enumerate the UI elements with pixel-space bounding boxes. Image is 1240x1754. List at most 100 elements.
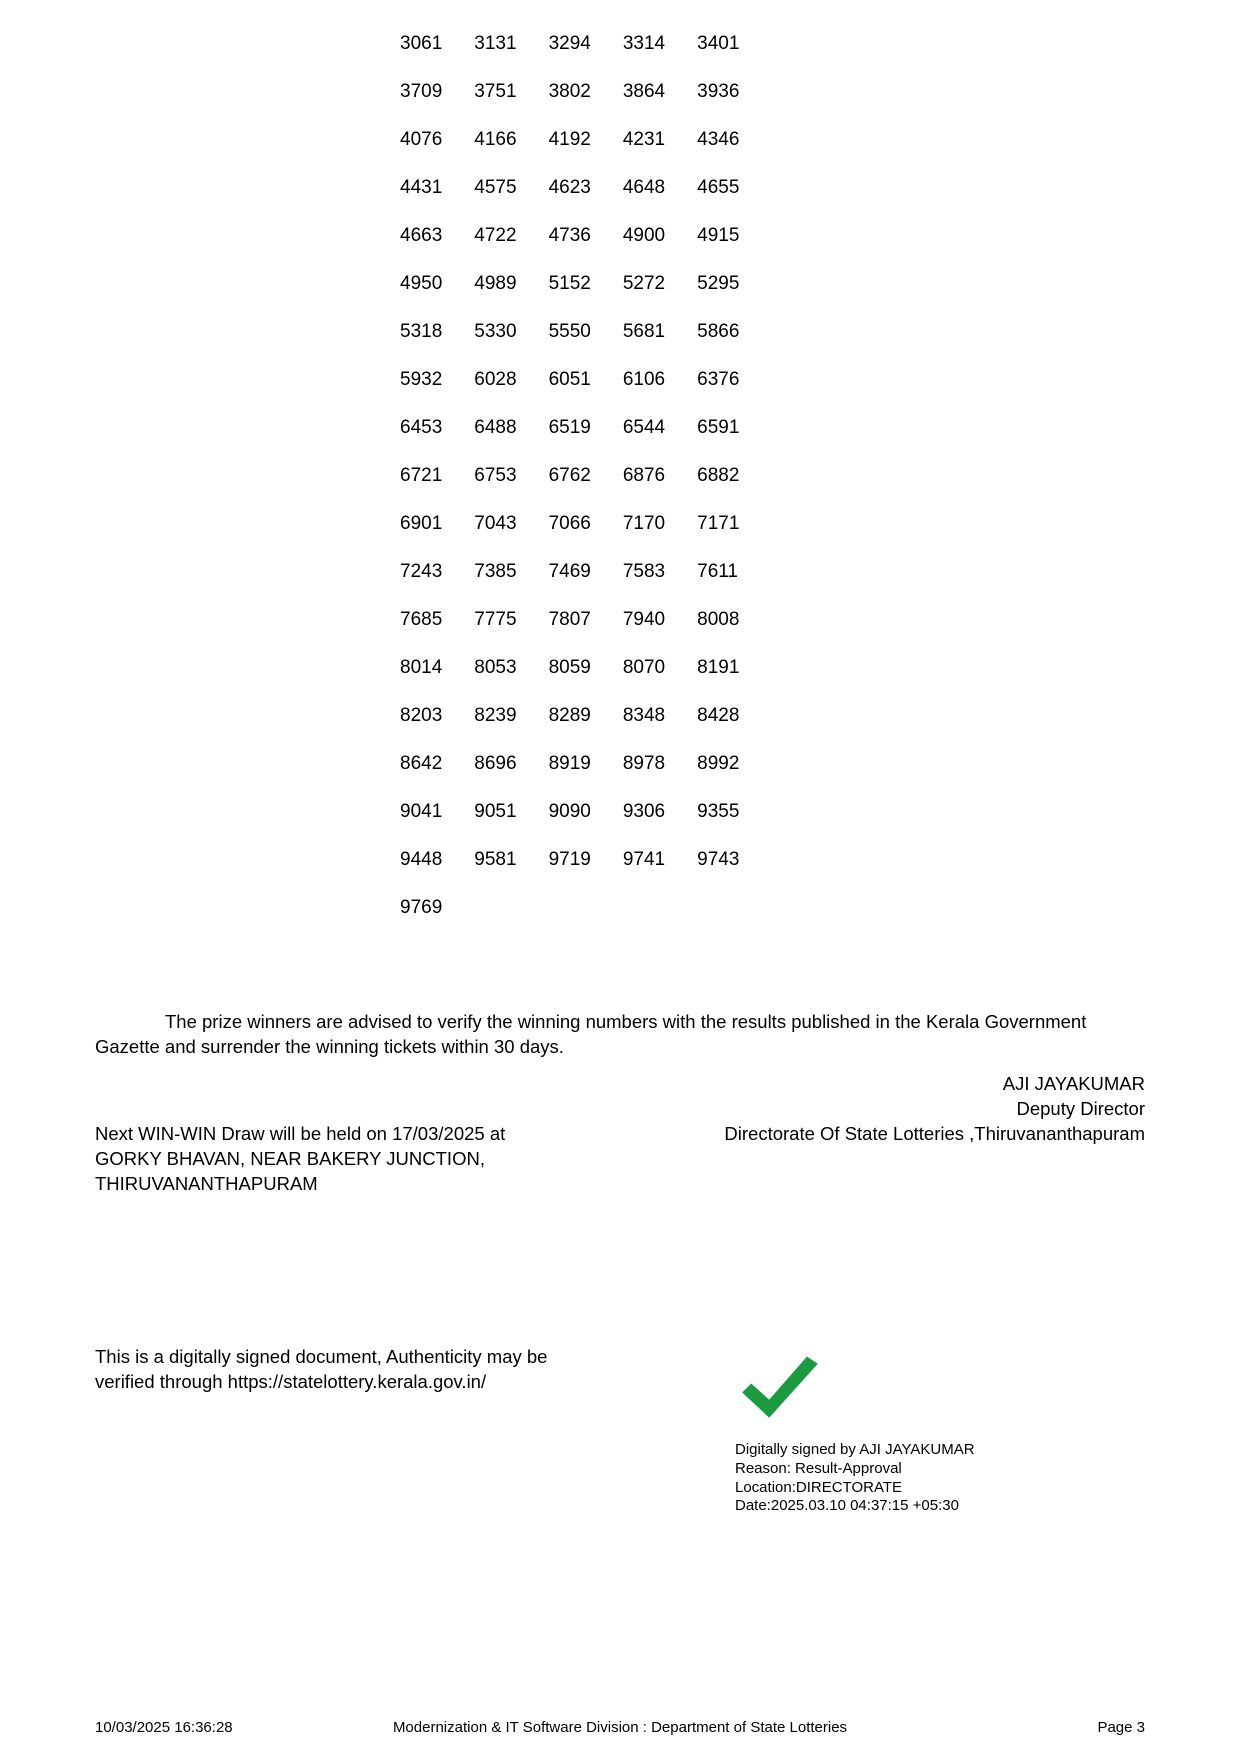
number-cell: 8203 [400,692,474,740]
table-row: 67216753676268766882 [400,452,771,500]
number-cell: 4231 [623,116,697,164]
number-cell: 6376 [697,356,771,404]
number-cell: 6762 [549,452,623,500]
number-cell: 4900 [623,212,697,260]
number-cell: 7775 [474,596,548,644]
number-cell: 9306 [623,788,697,836]
digital-note-line1: This is a digitally signed document, Aut… [95,1345,695,1370]
number-cell: 8014 [400,644,474,692]
number-cell: 7685 [400,596,474,644]
number-cell: 4736 [549,212,623,260]
number-cell: 6051 [549,356,623,404]
number-cell: 9051 [474,788,548,836]
number-cell: 5330 [474,308,548,356]
number-cell: 5152 [549,260,623,308]
number-cell: 9448 [400,836,474,884]
table-row: 46634722473649004915 [400,212,771,260]
number-cell: 4166 [474,116,548,164]
number-cell: 8289 [549,692,623,740]
table-row: 53185330555056815866 [400,308,771,356]
number-cell: 3314 [623,20,697,68]
sig-line4: Date:2025.03.10 04:37:15 +05:30 [735,1497,1095,1516]
number-cell: 9741 [623,836,697,884]
number-cell: 3751 [474,68,548,116]
number-cell: 5866 [697,308,771,356]
number-cell [623,884,697,932]
number-cell: 4623 [549,164,623,212]
number-cell: 6453 [400,404,474,452]
number-cell: 9719 [549,836,623,884]
number-cell: 8070 [623,644,697,692]
table-row: 94489581971997419743 [400,836,771,884]
table-row: 82038239828983488428 [400,692,771,740]
number-cell: 3709 [400,68,474,116]
numbers-table-body: 3061313132943314340137093751380238643936… [400,20,771,932]
table-row: 30613131329433143401 [400,20,771,68]
number-cell: 8642 [400,740,474,788]
table-row: 44314575462346484655 [400,164,771,212]
number-cell: 4575 [474,164,548,212]
number-cell: 6876 [623,452,697,500]
number-cell: 8428 [697,692,771,740]
next-draw-line1: Next WIN-WIN Draw will be held on 17/03/… [95,1122,595,1147]
number-cell: 7385 [474,548,548,596]
number-cell: 7611 [697,548,771,596]
number-cell: 4663 [400,212,474,260]
number-cell: 9090 [549,788,623,836]
number-cell: 8053 [474,644,548,692]
number-cell: 9041 [400,788,474,836]
number-cell [474,884,548,932]
number-cell: 4655 [697,164,771,212]
table-row: 59326028605161066376 [400,356,771,404]
table-row: 90419051909093069355 [400,788,771,836]
number-cell: 5295 [697,260,771,308]
table-row: 37093751380238643936 [400,68,771,116]
number-cell: 7170 [623,500,697,548]
number-cell: 3294 [549,20,623,68]
number-cell: 4722 [474,212,548,260]
number-cell: 5272 [623,260,697,308]
table-row: 72437385746975837611 [400,548,771,596]
number-cell: 9581 [474,836,548,884]
number-cell [549,884,623,932]
number-cell: 4648 [623,164,697,212]
number-cell: 8978 [623,740,697,788]
number-cell: 7243 [400,548,474,596]
number-cell: 6753 [474,452,548,500]
number-cell: 6028 [474,356,548,404]
number-cell: 5318 [400,308,474,356]
footer-division: Modernization & IT Software Division : D… [0,1719,1240,1736]
number-cell: 8191 [697,644,771,692]
number-cell: 6901 [400,500,474,548]
number-cell: 8919 [549,740,623,788]
number-cell: 7043 [474,500,548,548]
number-cell: 8239 [474,692,548,740]
table-row: 80148053805980708191 [400,644,771,692]
number-cell: 7807 [549,596,623,644]
number-cell: 4076 [400,116,474,164]
number-cell: 3864 [623,68,697,116]
number-cell: 7066 [549,500,623,548]
digital-signature-note: This is a digitally signed document, Aut… [95,1345,695,1395]
number-cell: 4950 [400,260,474,308]
number-cell: 5681 [623,308,697,356]
number-cell: 9743 [697,836,771,884]
signoff-block: AJI JAYAKUMAR Deputy Director Directorat… [724,1072,1145,1147]
number-cell: 3131 [474,20,548,68]
number-cell: 6106 [623,356,697,404]
table-row: 86428696891989788992 [400,740,771,788]
number-cell [697,884,771,932]
digital-note-line2: verified through https://statelottery.ke… [95,1370,695,1395]
number-cell: 6544 [623,404,697,452]
number-cell: 3802 [549,68,623,116]
signoff-name: AJI JAYAKUMAR [724,1072,1145,1097]
sig-line2: Reason: Result-Approval [735,1460,1095,1479]
number-cell: 7469 [549,548,623,596]
number-cell: 6591 [697,404,771,452]
number-cell: 6882 [697,452,771,500]
number-cell: 9355 [697,788,771,836]
number-cell: 3061 [400,20,474,68]
number-cell: 9769 [400,884,474,932]
number-cell: 6519 [549,404,623,452]
number-cell: 7583 [623,548,697,596]
